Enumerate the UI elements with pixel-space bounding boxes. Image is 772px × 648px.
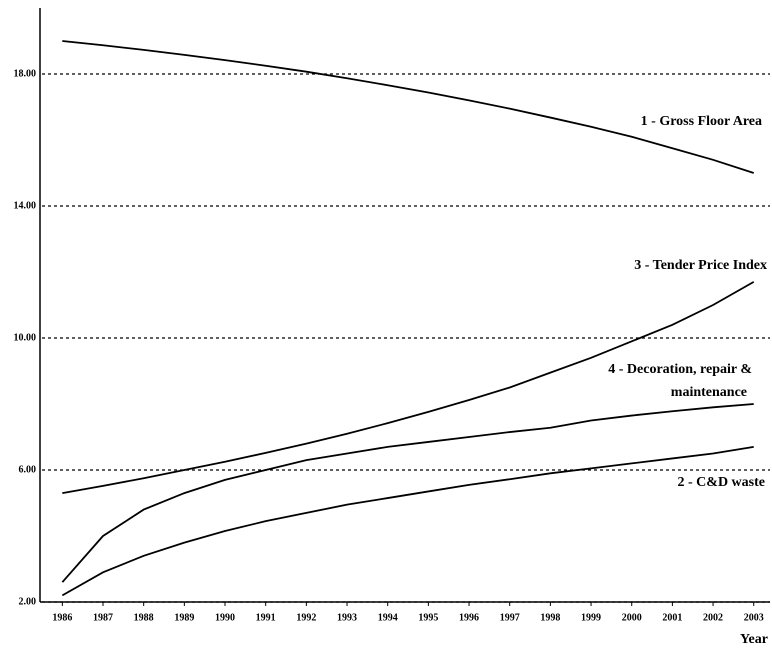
series-line — [61, 446, 754, 597]
series-line — [61, 403, 754, 583]
x-axis-label: Year — [740, 632, 768, 647]
x-tick-label: 1990 — [215, 612, 235, 623]
annotation: 1 - Gross Floor Area — [641, 114, 762, 129]
x-tick-label: 1993 — [337, 612, 357, 623]
x-tick-label: 1999 — [581, 612, 601, 623]
x-tick-label: 2001 — [662, 612, 682, 623]
annotation: maintenance — [671, 385, 747, 400]
y-tick-label: 10.00 — [14, 332, 37, 343]
x-tick-label: 1987 — [93, 612, 113, 623]
x-tick-label: 1988 — [134, 612, 154, 623]
x-tick-label: 1991 — [256, 612, 276, 623]
series-line — [62, 281, 755, 494]
y-tick-label: 6.00 — [19, 464, 37, 475]
x-tick-label: 1986 — [52, 612, 72, 623]
x-tick-label: 2000 — [622, 612, 642, 623]
annotation: 3 - Tender Price Index — [634, 258, 767, 273]
x-tick-label: 1995 — [418, 612, 438, 623]
x-tick-label: 2003 — [744, 612, 764, 623]
x-tick-label: 1996 — [459, 612, 479, 623]
x-tick-label: 1998 — [540, 612, 560, 623]
annotation: 2 - C&D waste — [678, 475, 765, 490]
x-tick-label: 1992 — [296, 612, 316, 623]
y-tick-label: 18.00 — [14, 68, 37, 79]
annotation: 4 - Decoration, repair & — [608, 362, 752, 377]
x-tick-label: 1997 — [500, 612, 520, 623]
x-tick-label: 1994 — [378, 612, 398, 623]
x-tick-label: 1989 — [174, 612, 194, 623]
y-tick-label: 2.00 — [19, 596, 37, 607]
series-line — [62, 40, 755, 174]
x-tick-label: 2002 — [703, 612, 723, 623]
y-tick-label: 14.00 — [14, 200, 37, 211]
